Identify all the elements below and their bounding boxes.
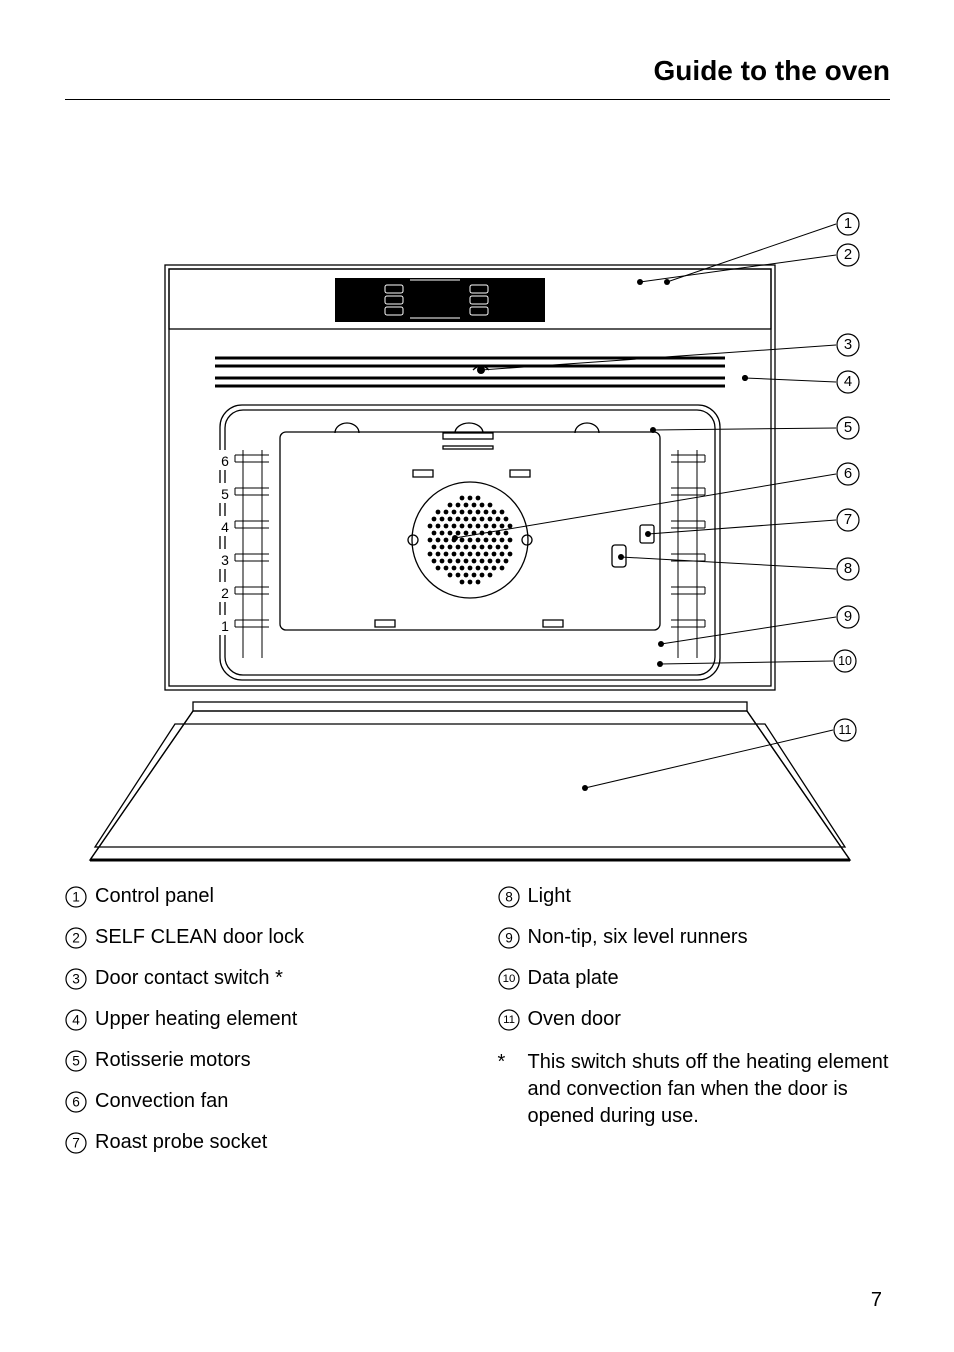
legend-label: Door contact switch *: [95, 967, 283, 990]
callout-1: 1: [836, 212, 860, 236]
legend-num-icon: 2: [65, 927, 87, 949]
svg-text:7: 7: [72, 1135, 80, 1150]
svg-text:2: 2: [72, 930, 80, 945]
legend-label: Roast probe socket: [95, 1131, 267, 1154]
callout-4: 4: [836, 370, 860, 394]
legend-label: Data plate: [528, 967, 619, 990]
svg-text:8: 8: [844, 561, 852, 577]
legend-num-icon: 9: [498, 927, 520, 949]
svg-text:11: 11: [839, 723, 852, 737]
callout-8: 8: [836, 557, 860, 581]
svg-text:11: 11: [503, 1014, 515, 1026]
svg-text:10: 10: [502, 973, 515, 985]
legend-item-8: 8 Light: [498, 885, 891, 908]
svg-text:2: 2: [844, 247, 852, 263]
footnote-text: This switch shuts off the heating elemen…: [528, 1049, 891, 1130]
legend: 1 Control panel 2 SELF CLEAN door lock 3…: [65, 885, 890, 1172]
legend-num-icon: 10: [498, 968, 520, 990]
svg-text:4: 4: [844, 374, 852, 390]
legend-label: SELF CLEAN door lock: [95, 926, 304, 949]
legend-col-right: 8 Light 9 Non-tip, six level runners 10 …: [498, 885, 891, 1172]
legend-item-3: 3 Door contact switch *: [65, 967, 458, 990]
legend-label: Convection fan: [95, 1090, 228, 1113]
legend-num-icon: 8: [498, 886, 520, 908]
footnote-asterisk: *: [498, 1049, 520, 1130]
legend-num-icon: 1: [65, 886, 87, 908]
svg-text:3: 3: [221, 552, 229, 568]
svg-text:9: 9: [844, 609, 852, 625]
page-title: Guide to the oven: [65, 55, 890, 100]
legend-item-9: 9 Non-tip, six level runners: [498, 926, 891, 949]
legend-label: Non-tip, six level runners: [528, 926, 748, 949]
legend-item-11: 11 Oven door: [498, 1008, 891, 1031]
legend-num-icon: 11: [498, 1009, 520, 1031]
callout-2: 2: [836, 243, 860, 267]
legend-label: Control panel: [95, 885, 214, 908]
footnote: * This switch shuts off the heating elem…: [498, 1049, 891, 1130]
svg-text:5: 5: [221, 486, 229, 502]
callout-6: 6: [836, 462, 860, 486]
legend-item-5: 5 Rotisserie motors: [65, 1049, 458, 1072]
callout-9: 9: [836, 605, 860, 629]
legend-col-left: 1 Control panel 2 SELF CLEAN door lock 3…: [65, 885, 458, 1172]
svg-text:6: 6: [72, 1094, 80, 1109]
callout-3: 3: [836, 333, 860, 357]
callout-7: 7: [836, 508, 860, 532]
legend-item-7: 7 Roast probe socket: [65, 1131, 458, 1154]
svg-text:4: 4: [72, 1012, 80, 1027]
svg-text:7: 7: [844, 512, 852, 528]
svg-text:5: 5: [72, 1053, 80, 1068]
oven-diagram: 6 5 4 3 2 1 1 2 3 4 5 6 7 8 9 10 11: [65, 130, 890, 865]
legend-item-2: 2 SELF CLEAN door lock: [65, 926, 458, 949]
callout-5: 5: [836, 416, 860, 440]
svg-text:8: 8: [505, 889, 513, 904]
svg-text:3: 3: [72, 971, 80, 986]
legend-item-10: 10 Data plate: [498, 967, 891, 990]
page: Guide to the oven: [65, 55, 890, 1172]
svg-text:9: 9: [505, 930, 513, 945]
legend-num-icon: 5: [65, 1050, 87, 1072]
svg-text:4: 4: [221, 519, 229, 535]
callout-10: 10: [833, 649, 857, 673]
svg-text:3: 3: [844, 337, 852, 353]
legend-num-icon: 6: [65, 1091, 87, 1113]
legend-label: Light: [528, 885, 571, 908]
svg-text:10: 10: [838, 654, 852, 668]
legend-num-icon: 4: [65, 1009, 87, 1031]
svg-text:1: 1: [221, 618, 229, 634]
svg-text:2: 2: [221, 585, 229, 601]
page-number: 7: [871, 1289, 882, 1312]
legend-item-4: 4 Upper heating element: [65, 1008, 458, 1031]
legend-label: Upper heating element: [95, 1008, 297, 1031]
svg-text:6: 6: [221, 453, 229, 469]
legend-num-icon: 3: [65, 968, 87, 990]
legend-num-icon: 7: [65, 1132, 87, 1154]
legend-label: Rotisserie motors: [95, 1049, 251, 1072]
svg-text:1: 1: [844, 216, 852, 232]
svg-text:5: 5: [844, 420, 852, 436]
svg-text:6: 6: [844, 466, 852, 482]
svg-text:1: 1: [72, 889, 80, 904]
legend-item-1: 1 Control panel: [65, 885, 458, 908]
legend-item-6: 6 Convection fan: [65, 1090, 458, 1113]
legend-label: Oven door: [528, 1008, 621, 1031]
callout-11: 11: [833, 718, 857, 742]
